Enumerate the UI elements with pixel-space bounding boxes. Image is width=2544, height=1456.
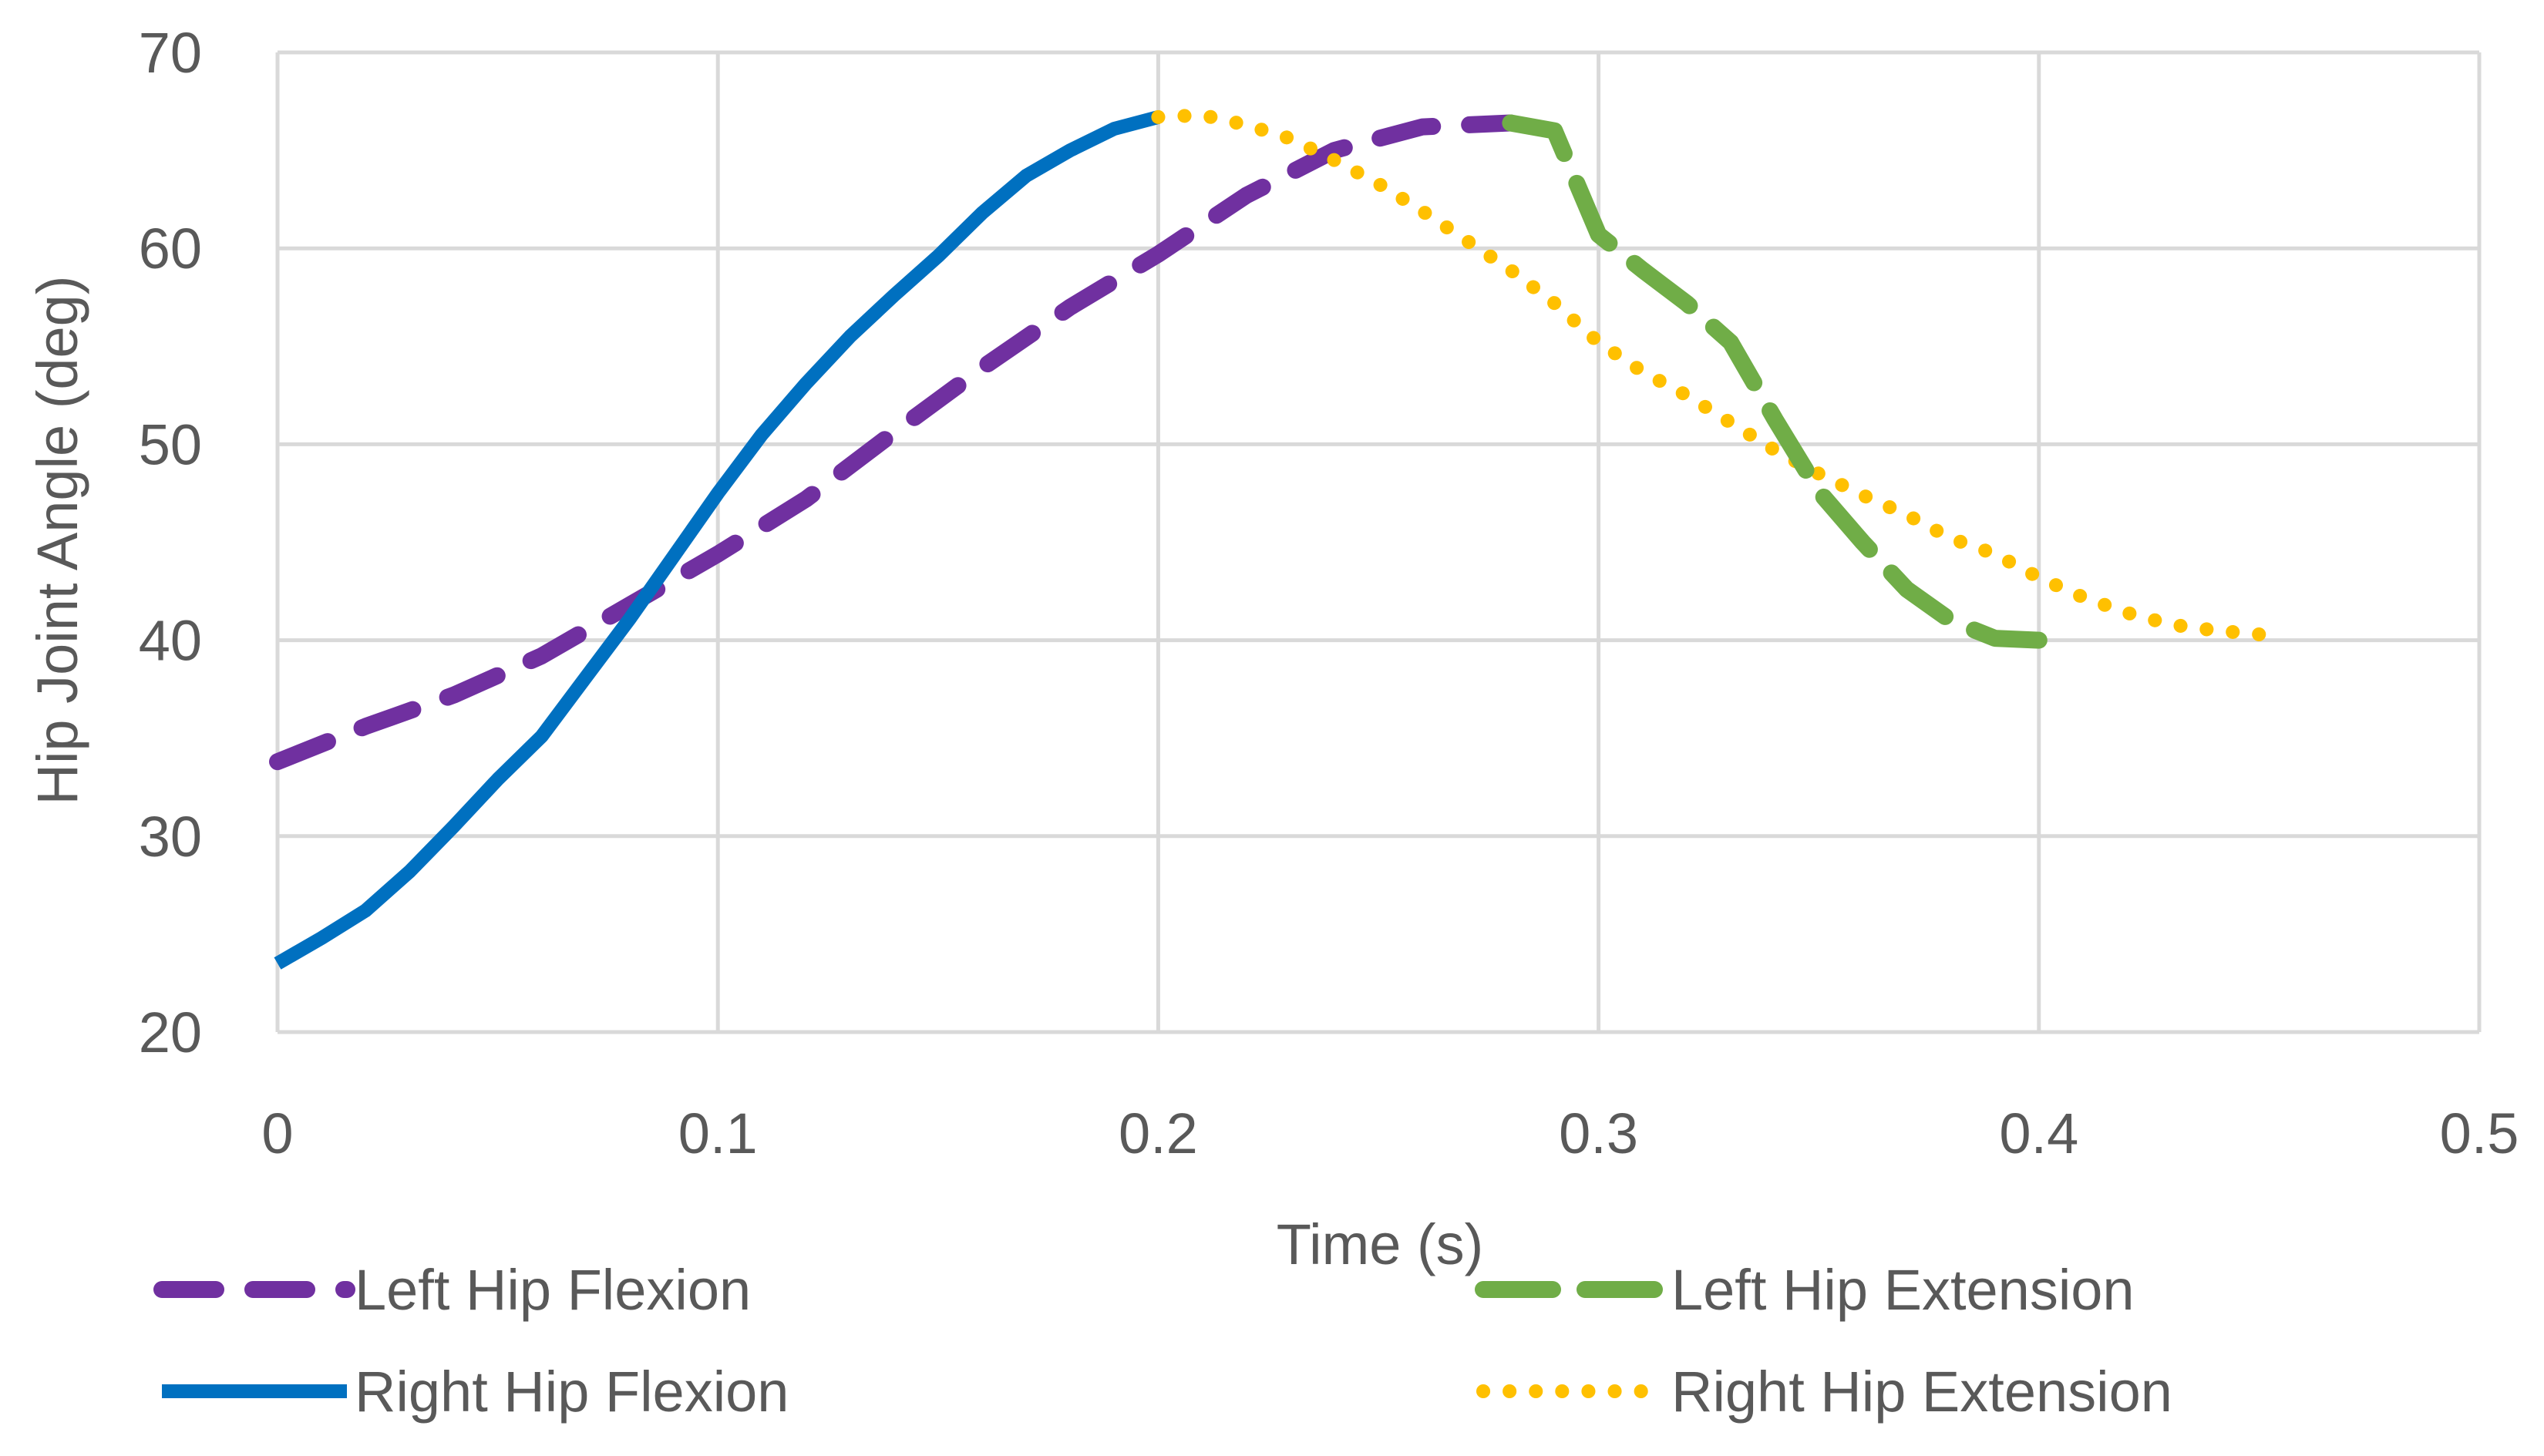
x-tick-label: 0.4 — [1999, 1101, 2078, 1165]
y-tick-label: 30 — [139, 805, 202, 869]
series-layer — [269, 108, 2288, 970]
legend-item-right-hip-extension: Right Hip Extension — [1476, 1360, 2172, 1424]
x-tick-label: 0.5 — [2440, 1101, 2519, 1165]
y-tick-labels: 20 30 40 50 60 70 — [139, 21, 202, 1064]
legend-item-left-hip-flexion: Left Hip Flexion — [153, 1258, 751, 1322]
x-tick-label: 0.2 — [1119, 1101, 1198, 1165]
legend: Left Hip Flexion Left Hip Extension Right … — [153, 1258, 2172, 1424]
series-line-right-hip-extension — [1151, 108, 2288, 641]
legend-label: Left Hip Flexion — [355, 1258, 751, 1322]
y-tick-label: 50 — [139, 412, 202, 476]
x-tick-labels: 0 0.1 0.2 0.3 0.4 0.5 — [261, 1101, 2519, 1165]
y-tick-label: 40 — [139, 609, 202, 673]
y-axis-title: Hip Joint Angle (deg) — [25, 276, 89, 805]
grid-layer — [275, 50, 2482, 1034]
legend-label: Right Hip Flexion — [355, 1360, 789, 1424]
series-line-right-hip-flexion — [274, 110, 1160, 970]
x-axis-title: Time (s) — [1277, 1212, 1484, 1276]
y-tick-label: 60 — [139, 217, 202, 281]
legend-item-left-hip-extension: Left Hip Extension — [1475, 1258, 2135, 1322]
y-tick-label: 70 — [139, 21, 202, 85]
y-tick-label: 20 — [139, 1000, 202, 1064]
legend-item-right-hip-flexion: Right Hip Flexion — [162, 1360, 789, 1424]
series-line-left-hip-flexion — [269, 114, 1519, 771]
x-tick-label: 0.3 — [1559, 1101, 1638, 1165]
legend-label: Right Hip Extension — [1671, 1360, 2172, 1424]
series-line-left-hip-extension — [1502, 114, 2048, 649]
legend-label: Left Hip Extension — [1671, 1258, 2135, 1322]
x-tick-label: 0.1 — [678, 1101, 758, 1165]
x-tick-label: 0 — [261, 1101, 293, 1165]
